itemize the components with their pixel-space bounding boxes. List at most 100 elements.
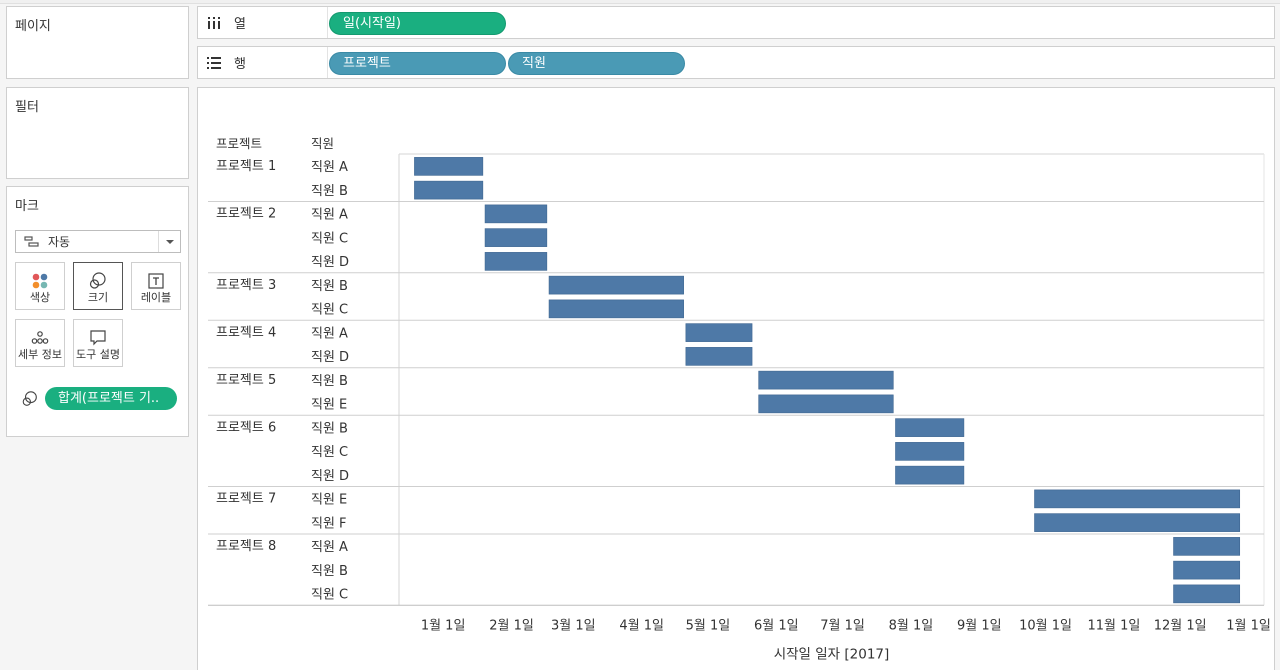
toolbar-strip — [0, 0, 1280, 4]
x-tick-label: 10월 1일 — [1019, 618, 1072, 633]
employee-label: 직원 D — [311, 469, 349, 484]
rows-shelf-label-area: 행 — [198, 47, 328, 78]
gantt-bar — [548, 299, 684, 319]
project-label: 프로젝트 8 — [216, 539, 276, 554]
gantt-bar — [548, 275, 684, 295]
employee-label: 직원 A — [311, 540, 348, 555]
employee-label: 직원 B — [311, 279, 348, 294]
label-button-label: 레이블 — [140, 291, 172, 304]
gantt-bar — [1173, 537, 1241, 556]
x-tick-label: 6월 1일 — [754, 618, 799, 633]
project-label: 프로젝트 6 — [216, 420, 276, 435]
pages-card[interactable]: 페이지 — [6, 6, 189, 79]
gantt-bar — [1034, 513, 1241, 532]
marks-card: 마크 자동 색상 크기 레이블 — [6, 186, 189, 437]
gantt-bar — [685, 347, 753, 366]
chevron-down-icon[interactable] — [158, 231, 180, 252]
tooltip-button[interactable]: 도구 설명 — [73, 319, 123, 367]
columns-pill-start-date[interactable]: 일(시작일) — [329, 12, 506, 35]
detail-icon — [31, 331, 49, 344]
employee-label: 직원 B — [311, 374, 348, 389]
columns-icon — [208, 16, 220, 29]
size-icon — [22, 390, 37, 406]
gantt-bar — [895, 418, 965, 437]
detail-button-label: 세부 정보 — [18, 348, 62, 361]
size-button-label: 크기 — [87, 291, 109, 304]
gantt-bar — [685, 323, 753, 342]
x-tick-label: 2월 1일 — [489, 618, 534, 633]
label-icon — [148, 273, 164, 289]
gantt-bar — [484, 228, 548, 247]
color-button[interactable]: 색상 — [15, 262, 65, 310]
project-label: 프로젝트 2 — [216, 207, 276, 222]
size-field-pill[interactable]: 합계(프로젝트 기.. — [45, 387, 177, 410]
columns-shelf-label-area: 열 — [198, 7, 328, 38]
row-header-employee: 직원 — [311, 136, 334, 151]
x-tick-label: 1월 1일 — [421, 618, 466, 633]
x-tick-label: 8월 1일 — [889, 618, 934, 633]
size-icon — [89, 272, 106, 289]
project-label: 프로젝트 7 — [216, 492, 276, 507]
employee-label: 직원 B — [311, 184, 348, 199]
color-icon — [32, 273, 48, 289]
x-tick-label: 3월 1일 — [551, 618, 596, 633]
color-button-label: 색상 — [29, 291, 51, 304]
filters-card-title: 필터 — [15, 100, 39, 115]
detail-button[interactable]: 세부 정보 — [15, 319, 65, 367]
gantt-bar — [414, 157, 484, 176]
employee-label: 직원 C — [311, 588, 348, 603]
gantt-mark-icon — [24, 235, 39, 247]
filters-card[interactable]: 필터 — [6, 87, 189, 179]
tooltip-button-label: 도구 설명 — [76, 348, 120, 361]
employee-label: 직원 E — [311, 493, 347, 508]
columns-shelf-label: 열 — [234, 17, 246, 32]
gantt-bar — [1173, 560, 1241, 580]
gantt-bar — [895, 465, 965, 485]
x-tick-label: 4월 1일 — [619, 618, 664, 633]
employee-label: 직원 B — [311, 564, 348, 579]
employee-label: 직원 D — [311, 255, 349, 270]
label-button[interactable]: 레이블 — [131, 262, 181, 310]
columns-shelf[interactable]: 열 일(시작일) — [197, 6, 1275, 39]
gantt-bar — [1034, 489, 1241, 509]
size-button[interactable]: 크기 — [73, 262, 123, 310]
mark-type-label: 자동 — [48, 235, 71, 249]
employee-label: 직원 A — [311, 326, 348, 341]
employee-label: 직원 C — [311, 445, 348, 460]
row-header-project: 프로젝트 — [216, 136, 262, 151]
gantt-bar — [1173, 584, 1241, 604]
project-label: 프로젝트 5 — [216, 373, 276, 388]
x-tick-label: 9월 1일 — [957, 618, 1002, 633]
employee-label: 직원 E — [311, 398, 347, 413]
project-label: 프로젝트 4 — [216, 325, 276, 340]
marks-card-title: 마크 — [15, 199, 39, 214]
gantt-bar — [758, 370, 894, 390]
gantt-bar — [758, 394, 894, 414]
employee-label: 직원 A — [311, 208, 348, 223]
employee-label: 직원 C — [311, 231, 348, 246]
gantt-bar — [484, 252, 548, 271]
employee-label: 직원 D — [311, 350, 349, 365]
x-tick-label: 7월 1일 — [820, 618, 865, 633]
rows-shelf-label: 행 — [234, 57, 246, 72]
rows-icon — [207, 56, 221, 69]
gantt-bar — [895, 442, 965, 461]
employee-label: 직원 A — [311, 160, 348, 175]
mark-type-dropdown[interactable]: 자동 — [15, 230, 181, 253]
employee-label: 직원 B — [311, 421, 348, 436]
pages-card-title: 페이지 — [15, 19, 51, 34]
rows-pill-employee[interactable]: 직원 — [508, 52, 685, 75]
rows-pill-project[interactable]: 프로젝트 — [329, 52, 506, 75]
x-tick-label: 11월 1일 — [1088, 618, 1141, 633]
size-field-row: 합계(프로젝트 기.. — [21, 387, 177, 410]
rows-shelf[interactable]: 행 프로젝트 직원 — [197, 46, 1275, 79]
project-label: 프로젝트 1 — [216, 159, 276, 174]
tooltip-icon — [90, 330, 106, 346]
x-axis-title: 시작일 일자 [2017] — [774, 646, 890, 662]
gantt-bar — [484, 204, 548, 224]
x-tick-label: 1월 1일 — [1226, 618, 1271, 633]
employee-label: 직원 F — [311, 516, 347, 531]
x-tick-label: 12월 1일 — [1154, 618, 1207, 633]
